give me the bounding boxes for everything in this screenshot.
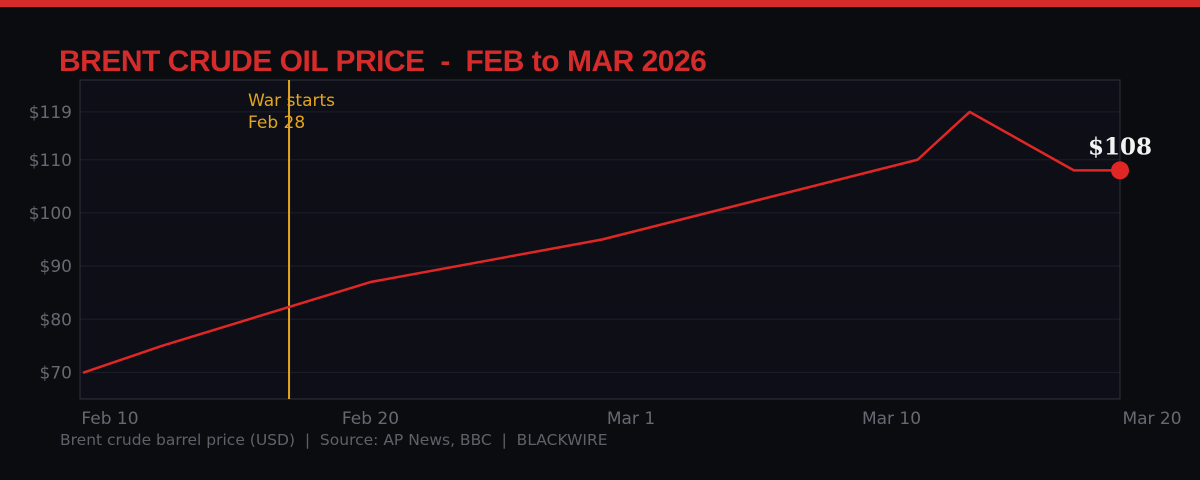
x-tick-label: Mar 10 — [862, 409, 921, 429]
x-tick-label: Mar 1 — [607, 409, 655, 429]
y-tick-label: $119 — [29, 103, 72, 123]
price-line — [82, 110, 1122, 374]
page-title: BRENT CRUDE OIL PRICE - FEB to MAR 2026 — [59, 45, 707, 79]
y-tick-label: $70 — [40, 363, 72, 383]
x-tick-label: Mar 20 — [1122, 409, 1181, 429]
plot-border — [79, 79, 1121, 400]
y-tick-label: $90 — [40, 257, 72, 277]
y-tick-label: $80 — [40, 310, 72, 330]
x-tick-label: Feb 10 — [81, 409, 138, 429]
source-caption: Brent crude barrel price (USD) | Source:… — [60, 431, 608, 449]
x-tick-label: Feb 20 — [342, 409, 399, 429]
war-annotation-line1: War starts — [248, 91, 335, 111]
y-tick-label: $110 — [29, 151, 72, 171]
end-point-marker — [1111, 161, 1129, 180]
y-tick-label: $100 — [29, 204, 72, 224]
top-accent-bar — [0, 0, 1200, 7]
war-annotation-line2: Feb 28 — [248, 113, 305, 133]
end-point-label: $108 — [1088, 133, 1152, 160]
